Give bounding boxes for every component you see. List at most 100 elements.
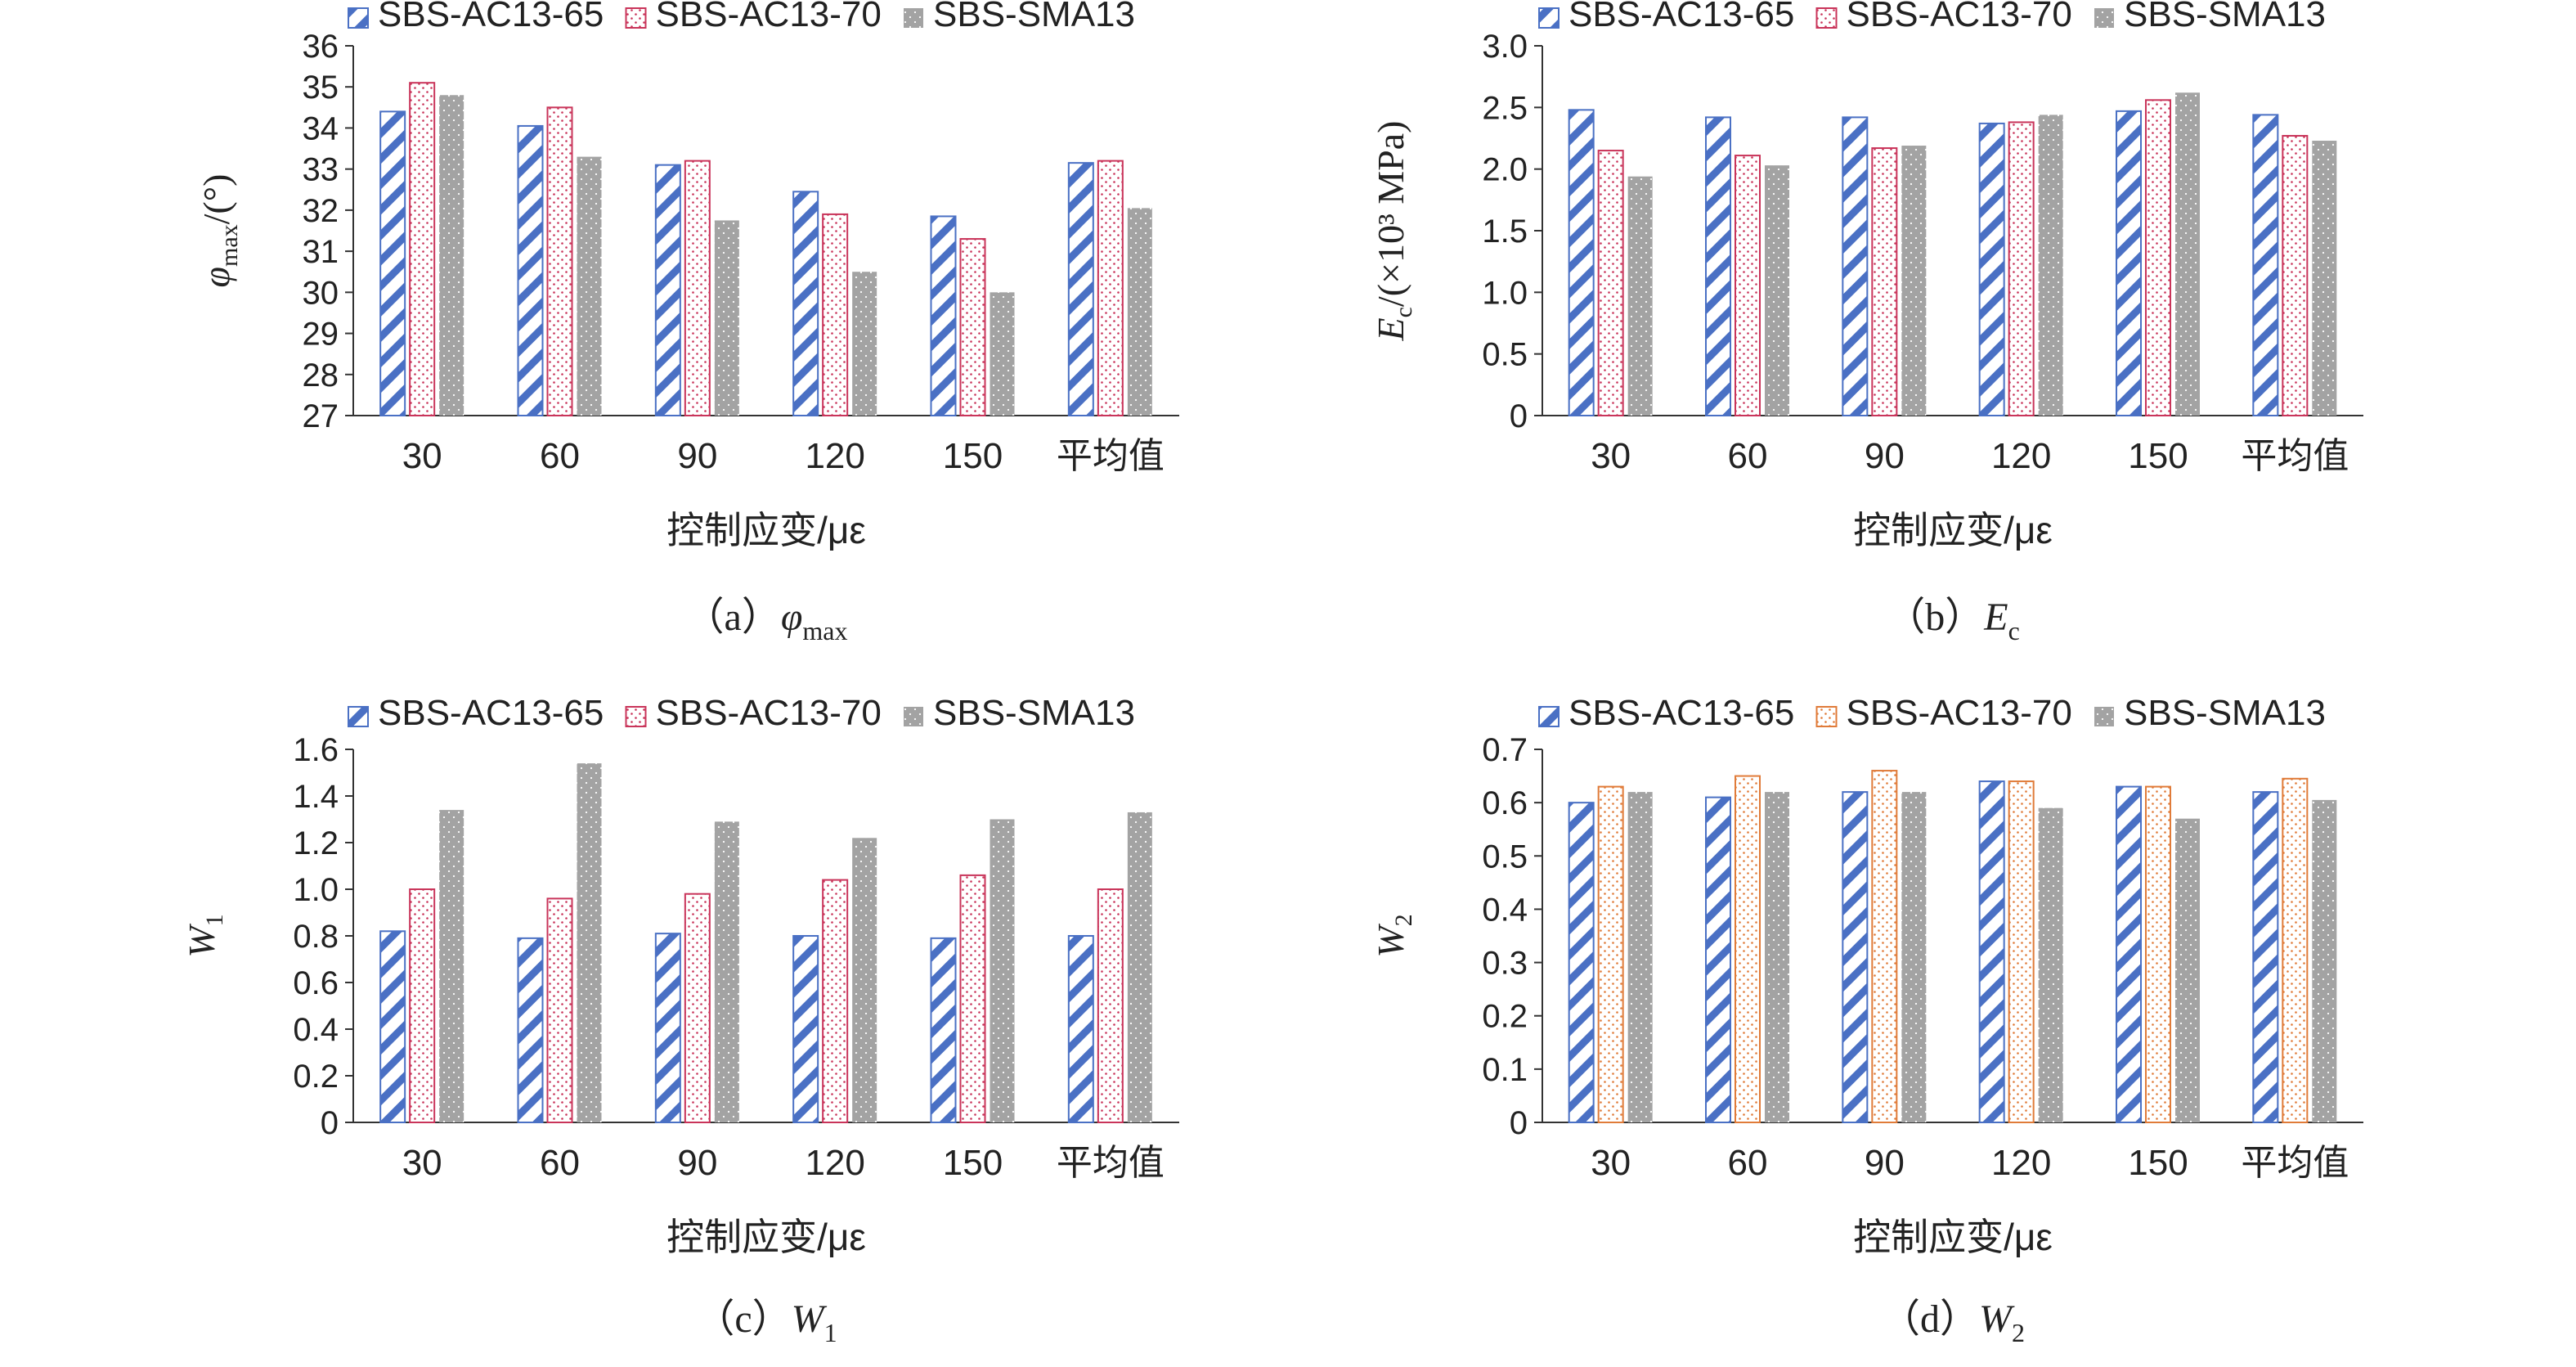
- x-tick-label: 30: [402, 436, 442, 476]
- x-tick-label: 120: [1991, 436, 2051, 476]
- bar-sbs-sma13-3: [852, 272, 877, 416]
- y-axis-title: Ec/(×10³ MPa): [1370, 121, 1417, 342]
- legend-label: SBS-AC13-70: [656, 693, 882, 733]
- bar-sbs-sma13-5: [2312, 799, 2337, 1122]
- panel-b: 0 0.5 1.0 1.5 2.0 2.5 3.0 30 60 90 120 150 平均值控制应变/μ…: [1370, 0, 2363, 645]
- bar-sbs-ac13-70-2: [684, 893, 711, 1123]
- bar-sbs-ac13-65-0: [1568, 802, 1595, 1124]
- y-tick-label: 28: [303, 357, 339, 393]
- bar-sbs-ac13-70-0: [1597, 785, 1624, 1123]
- bar-sbs-ac13-65-5: [1067, 162, 1094, 416]
- x-tick-label: 平均值: [1057, 436, 1165, 476]
- y-tick-label: 1.6: [293, 732, 339, 768]
- x-axis-title: 控制应变/με: [666, 1216, 866, 1258]
- x-tick-label: 90: [1865, 436, 1905, 476]
- x-tick-label: 150: [2128, 1143, 2188, 1183]
- legend-label: SBS-SMA13: [933, 693, 1135, 733]
- y-axis-title: W2: [1370, 914, 1417, 957]
- bar-sbs-ac13-65-0: [379, 930, 406, 1124]
- bar-sbs-ac13-65-1: [1705, 116, 1731, 417]
- x-tick-label: 90: [1865, 1143, 1905, 1183]
- y-tick-label: 0.4: [1482, 892, 1528, 928]
- panel-a: 27 28 29 30 31 32 33 34 35 36 30 60 90 120 150 平均值控制应变/…: [195, 0, 1179, 645]
- bar-sbs-ac13-65-4: [930, 215, 957, 416]
- x-tick-label: 平均值: [2241, 436, 2349, 476]
- bar-sbs-ac13-65-4: [930, 937, 957, 1123]
- bar-sbs-ac13-65-0: [379, 110, 406, 416]
- y-tick-label: 2.0: [1482, 152, 1528, 188]
- legend-swatch: [625, 7, 647, 29]
- y-tick-label: 32: [303, 193, 339, 229]
- bar-sbs-sma13-1: [1765, 792, 1789, 1122]
- bar-sbs-ac13-70-5: [1097, 160, 1124, 416]
- y-axis-title: φmax/(°): [195, 174, 243, 288]
- x-axis-title: 控制应变/με: [1853, 1216, 2053, 1258]
- legend-swatch: [348, 7, 369, 29]
- y-tick-label: 3.0: [1482, 29, 1528, 65]
- y-tick-label: 35: [303, 70, 339, 106]
- legend-label: SBS-AC13-70: [656, 0, 882, 34]
- panel-caption: （d）W2: [1881, 1297, 2025, 1347]
- x-tick-label: 30: [402, 1143, 442, 1183]
- y-tick-label: 0.6: [293, 965, 339, 1001]
- legend-label: SBS-AC13-70: [1847, 0, 2072, 34]
- panel-d: 0 0.1 0.2 0.3 0.4 0.5 0.6 0.7 30 60 90 120 150 平均值控制应…: [1370, 693, 2363, 1347]
- y-tick-label: 30: [303, 275, 339, 311]
- legend-swatch: [1815, 7, 1838, 29]
- y-tick-label: 0.2: [293, 1059, 339, 1095]
- x-tick-label: 60: [1728, 1143, 1768, 1183]
- x-tick-label: 60: [540, 436, 580, 476]
- bar-sbs-ac13-65-2: [654, 164, 681, 416]
- y-tick-label: 1.0: [1482, 275, 1528, 311]
- y-tick-label: 0.7: [1482, 732, 1528, 768]
- y-tick-label: 0.5: [1482, 337, 1528, 373]
- bar-sbs-ac13-70-3: [2008, 780, 2035, 1123]
- bar-sbs-ac13-65-1: [517, 937, 544, 1123]
- bar-sbs-ac13-65-1: [1705, 796, 1731, 1124]
- bar-sbs-ac13-70-5: [2282, 134, 2309, 416]
- y-tick-label: 36: [303, 29, 339, 65]
- panel-c: 0 0.2 0.4 0.6 0.8 1.0 1.2 1.4 1.6 30 60 90 120 150 平均值…: [181, 693, 1179, 1347]
- y-tick-label: 1.4: [293, 779, 339, 815]
- y-tick-label: 0.3: [1482, 946, 1528, 982]
- x-tick-label: 平均值: [2241, 1143, 2349, 1183]
- bar-sbs-ac13-70-0: [409, 82, 436, 416]
- bar-sbs-ac13-70-1: [1735, 155, 1761, 417]
- x-tick-label: 150: [2128, 436, 2188, 476]
- bar-sbs-sma13-0: [439, 95, 464, 416]
- bar-sbs-sma13-4: [990, 292, 1015, 416]
- legend-swatch: [1538, 7, 1560, 29]
- legend-label: SBS-SMA13: [2124, 0, 2326, 34]
- legend-swatch: [348, 706, 369, 727]
- bar-sbs-sma13-1: [577, 156, 602, 416]
- bar-sbs-sma13-0: [439, 810, 464, 1122]
- legend-label: SBS-AC13-65: [378, 0, 604, 34]
- bar-sbs-sma13-2: [714, 821, 739, 1122]
- bar-sbs-ac13-65-3: [1978, 122, 2005, 416]
- bar-sbs-ac13-65-5: [2252, 114, 2279, 417]
- y-tick-label: 0.1: [1482, 1052, 1528, 1088]
- bar-sbs-ac13-70-0: [1597, 150, 1624, 416]
- bar-sbs-sma13-3: [852, 838, 877, 1122]
- x-tick-label: 150: [943, 1143, 1003, 1183]
- legend-swatch: [1815, 706, 1838, 727]
- bar-sbs-sma13-4: [2175, 818, 2200, 1122]
- legend-swatch: [625, 706, 647, 727]
- bar-sbs-ac13-70-4: [2145, 785, 2171, 1123]
- y-tick-label: 0.4: [293, 1012, 339, 1048]
- x-tick-label: 120: [805, 436, 864, 476]
- bar-sbs-ac13-65-3: [1978, 780, 2005, 1123]
- legend-label: SBS-SMA13: [2124, 693, 2326, 733]
- x-axis-title: 控制应变/με: [666, 509, 866, 551]
- x-tick-label: 30: [1591, 1143, 1631, 1183]
- bar-sbs-sma13-0: [1627, 176, 1653, 416]
- y-tick-label: 33: [303, 152, 339, 188]
- bar-sbs-ac13-70-1: [1735, 775, 1761, 1123]
- bar-sbs-ac13-65-5: [1067, 935, 1094, 1123]
- bar-sbs-ac13-65-4: [2116, 785, 2142, 1123]
- bar-sbs-sma13-3: [2038, 115, 2063, 416]
- bar-sbs-ac13-70-4: [2145, 99, 2171, 416]
- legend-label: SBS-AC13-65: [1568, 693, 1794, 733]
- legend-swatch: [2094, 707, 2114, 726]
- legend-swatch: [904, 707, 923, 726]
